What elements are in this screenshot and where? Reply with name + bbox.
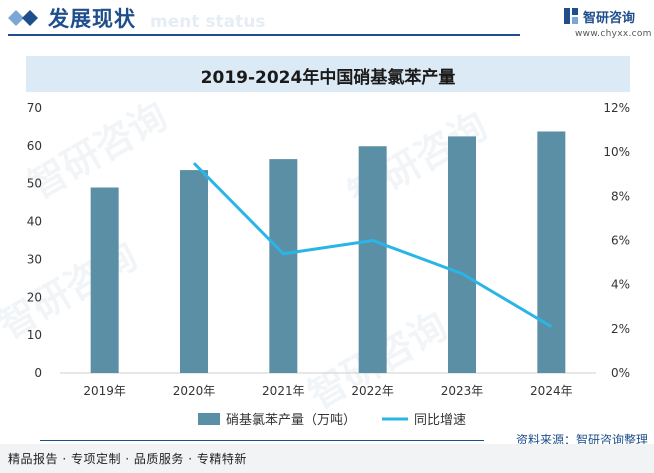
x-tick-label: 2022年 (351, 384, 394, 398)
bar (269, 159, 298, 373)
x-tick-label: 2020年 (173, 384, 216, 398)
chart-title: 2019-2024年中国硝基氯苯产量 (200, 68, 456, 88)
brand-url: www.chyxx.com (575, 29, 652, 39)
y-left-tick-label: 20 (27, 290, 42, 304)
y-right-tick-label: 12% (603, 101, 630, 115)
page-subtitle-ghost: ment status (150, 12, 266, 32)
y-left-tick-label: 30 (27, 252, 42, 266)
bar (537, 131, 566, 373)
brand-logo-icon (564, 8, 578, 24)
header: 发展现状 ment status (0, 0, 654, 46)
y-left-tick-label: 50 (27, 177, 42, 191)
y-left-tick-label: 10 (27, 328, 42, 342)
chart-title-bar: 2019-2024年中国硝基氯苯产量 (26, 56, 630, 92)
diamond-icon (8, 10, 38, 26)
y-right-tick-label: 8% (611, 189, 630, 203)
source-note: 资料来源：智研咨询整理 (515, 433, 648, 447)
y-right-tick-label: 10% (603, 145, 630, 159)
x-tick-label: 2023年 (441, 384, 484, 398)
footer: 资料来源：智研咨询整理 精品报告 · 专项定制 · 品质服务 · 专精特新 (0, 433, 654, 473)
y-left-tick-label: 40 (27, 215, 42, 229)
legend-bar-label: 硝基氯苯产量（万吨） (226, 413, 356, 428)
y-right-tick-label: 6% (611, 234, 630, 248)
bar (448, 136, 476, 373)
footer-rule (40, 440, 484, 441)
y-right-tick-label: 4% (611, 278, 630, 292)
slogan-text: 精品报告 · 专项定制 · 品质服务 · 专精特新 (8, 452, 247, 466)
bar (180, 170, 208, 373)
brand-name: 智研咨询 (583, 11, 636, 26)
brand: 智研咨询 www.chyxx.com (563, 7, 653, 43)
page-title: 发展现状 (48, 7, 136, 31)
y-left-tick-label: 60 (27, 139, 42, 153)
x-tick-label: 2024年 (530, 384, 573, 398)
y-right-tick-label: 2% (611, 322, 630, 336)
bar (90, 187, 119, 373)
bar (358, 146, 387, 373)
y-left-tick-label: 70 (27, 101, 42, 115)
x-tick-label: 2019年 (83, 384, 126, 398)
x-tick-label: 2021年 (262, 384, 305, 398)
y-left-tick-label: 0 (34, 366, 42, 380)
y-right-tick-label: 0% (611, 366, 630, 380)
header-rule (8, 34, 520, 36)
legend-bar-swatch (198, 413, 220, 425)
legend-line-label: 同比增速 (414, 413, 466, 428)
slogan-bar: 精品报告 · 专项定制 · 品质服务 · 专精特新 (0, 444, 654, 473)
